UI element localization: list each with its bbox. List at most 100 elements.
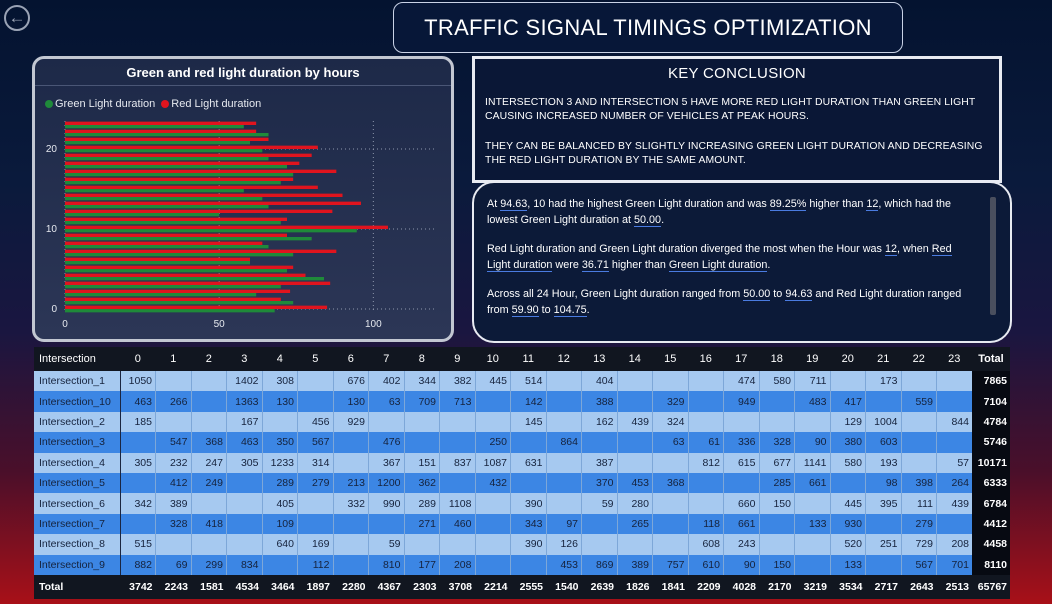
table-row[interactable]: Intersection_4 305 232 247 305 1233 314 367 151 8… [34,452,1010,473]
matrix-hour-header[interactable]: 18 [759,347,795,371]
red-bar[interactable] [65,121,257,125]
matrix-cell: 701 [936,554,972,575]
matrix-hour-header[interactable]: 7 [368,347,404,371]
matrix-hour-header[interactable]: 1 [155,347,191,371]
matrix-hour-header[interactable]: 17 [723,347,759,371]
red-bar[interactable] [65,297,281,301]
table-row[interactable]: Intersection_10 463 266 1363 130 130 63 709 713 1… [34,391,1010,412]
table-row[interactable]: Intersection_6 342 389 405 332 990 289 1108 390 5… [34,493,1010,514]
green-bar[interactable] [65,293,257,297]
red-bar[interactable] [65,249,337,253]
red-bar[interactable] [65,281,331,285]
table-row[interactable]: Intersection_9 882 69 299 834 112 810 177 208 453… [34,554,1010,575]
green-bar[interactable] [65,245,269,249]
matrix-hour-header[interactable]: 22 [901,347,937,371]
matrix-hour-header[interactable]: 0 [120,347,156,371]
green-bar[interactable] [65,301,294,305]
matrix-corner-header[interactable]: Intersection [34,347,120,371]
red-bar[interactable] [65,209,333,213]
matrix-total-header[interactable]: Total [972,347,1010,371]
table-row[interactable]: Intersection_2 185 167 456 929 145 162 439 324 12… [34,411,1010,433]
red-bar[interactable] [65,233,287,237]
matrix-cell [190,493,227,514]
red-bar[interactable] [65,137,269,141]
green-bar[interactable] [65,277,324,281]
red-bar[interactable] [65,241,263,245]
table-row[interactable]: Intersection_8 515 640 169 59 390 126 608 243 520… [34,534,1010,555]
green-bar[interactable] [65,205,269,209]
green-bar[interactable] [65,165,287,169]
green-bar[interactable] [65,125,244,129]
green-bar[interactable] [65,213,220,217]
table-row[interactable]: Intersection_3 547 368 463 350 567 476 250 864 63… [34,432,1010,453]
x-tick-label: 100 [365,319,382,330]
matrix-hour-header[interactable]: 2 [191,347,227,371]
green-bar[interactable] [65,261,250,265]
matrix-hour-header[interactable]: 15 [652,347,688,371]
matrix-hour-header[interactable]: 20 [830,347,866,371]
matrix-hour-header[interactable]: 11 [510,347,546,371]
table-row[interactable]: Intersection_5 412 249 289 279 213 1200 362 432 3… [34,472,1010,494]
green-bar[interactable] [65,141,250,145]
red-bar[interactable] [65,129,257,133]
green-bar[interactable] [65,133,269,137]
green-bar[interactable] [65,189,244,193]
legend-item-green[interactable]: Green Light duration [45,98,155,110]
red-bar[interactable] [65,265,294,269]
red-bar[interactable] [65,273,306,277]
legend-item-red[interactable]: Red Light duration [161,98,261,110]
matrix-hour-header[interactable]: 13 [581,347,617,371]
green-bar[interactable] [65,181,281,185]
green-bar[interactable] [65,309,275,313]
matrix-hour-header[interactable]: 4 [262,347,298,371]
red-bar[interactable] [65,161,300,165]
matrix-cell [616,534,653,555]
insight-scrollbar[interactable] [990,197,996,315]
green-bar[interactable] [65,197,263,201]
matrix-hour-header[interactable]: 8 [404,347,440,371]
table-row[interactable]: Intersection_1 1050 1402 308 676 402 344 382 445… [34,371,1010,392]
matrix-hour-header[interactable]: 19 [794,347,830,371]
red-bar[interactable] [65,145,318,149]
matrix-cell: 661 [794,472,830,494]
red-bar[interactable] [65,153,312,157]
red-bar[interactable] [65,169,337,173]
matrix-hour-header[interactable]: 6 [333,347,369,371]
matrix-hour-header[interactable]: 10 [475,347,511,371]
matrix-cell: 308 [261,371,298,392]
matrix-cell: 162 [581,411,617,433]
green-bar[interactable] [65,221,281,225]
matrix-hour-header[interactable]: 16 [688,347,724,371]
green-bar[interactable] [65,149,263,153]
matrix-cell: 208 [936,534,972,555]
back-arrow-icon[interactable]: ← [4,5,30,31]
green-bar[interactable] [65,285,281,289]
table-row[interactable]: Intersection_7 328 418 109 271 460 343 97 265 118… [34,513,1010,535]
green-bar[interactable] [65,269,287,273]
red-bar[interactable] [65,193,343,197]
green-bar[interactable] [65,237,312,241]
green-bar[interactable] [65,229,357,233]
matrix-hour-header[interactable]: 12 [546,347,582,371]
red-bar[interactable] [65,225,388,229]
green-bar[interactable] [65,157,269,161]
matrix-hour-header[interactable]: 21 [865,347,901,371]
matrix-hour-header[interactable]: 23 [936,347,972,371]
red-bar[interactable] [65,201,361,205]
green-bar[interactable] [65,253,294,257]
red-bar[interactable] [65,217,287,221]
matrix-hour-header[interactable]: 3 [226,347,262,371]
green-bar[interactable] [65,173,294,177]
red-bar[interactable] [65,305,328,309]
chart-legend[interactable]: Green Light duration Red Light duration [45,98,261,110]
red-bar[interactable] [65,257,250,261]
red-bar[interactable] [65,177,294,181]
red-bar[interactable] [65,289,291,293]
bar-chart[interactable]: 0 50 100 0 10 20 [35,59,451,339]
matrix-hour-header[interactable]: 9 [439,347,475,371]
matrix-hour-header[interactable]: 14 [617,347,653,371]
matrix-cell: 328 [155,513,191,535]
matrix-hour-header[interactable]: 5 [297,347,333,371]
red-bar[interactable] [65,185,318,189]
matrix-column-total: 1826 [617,575,653,599]
